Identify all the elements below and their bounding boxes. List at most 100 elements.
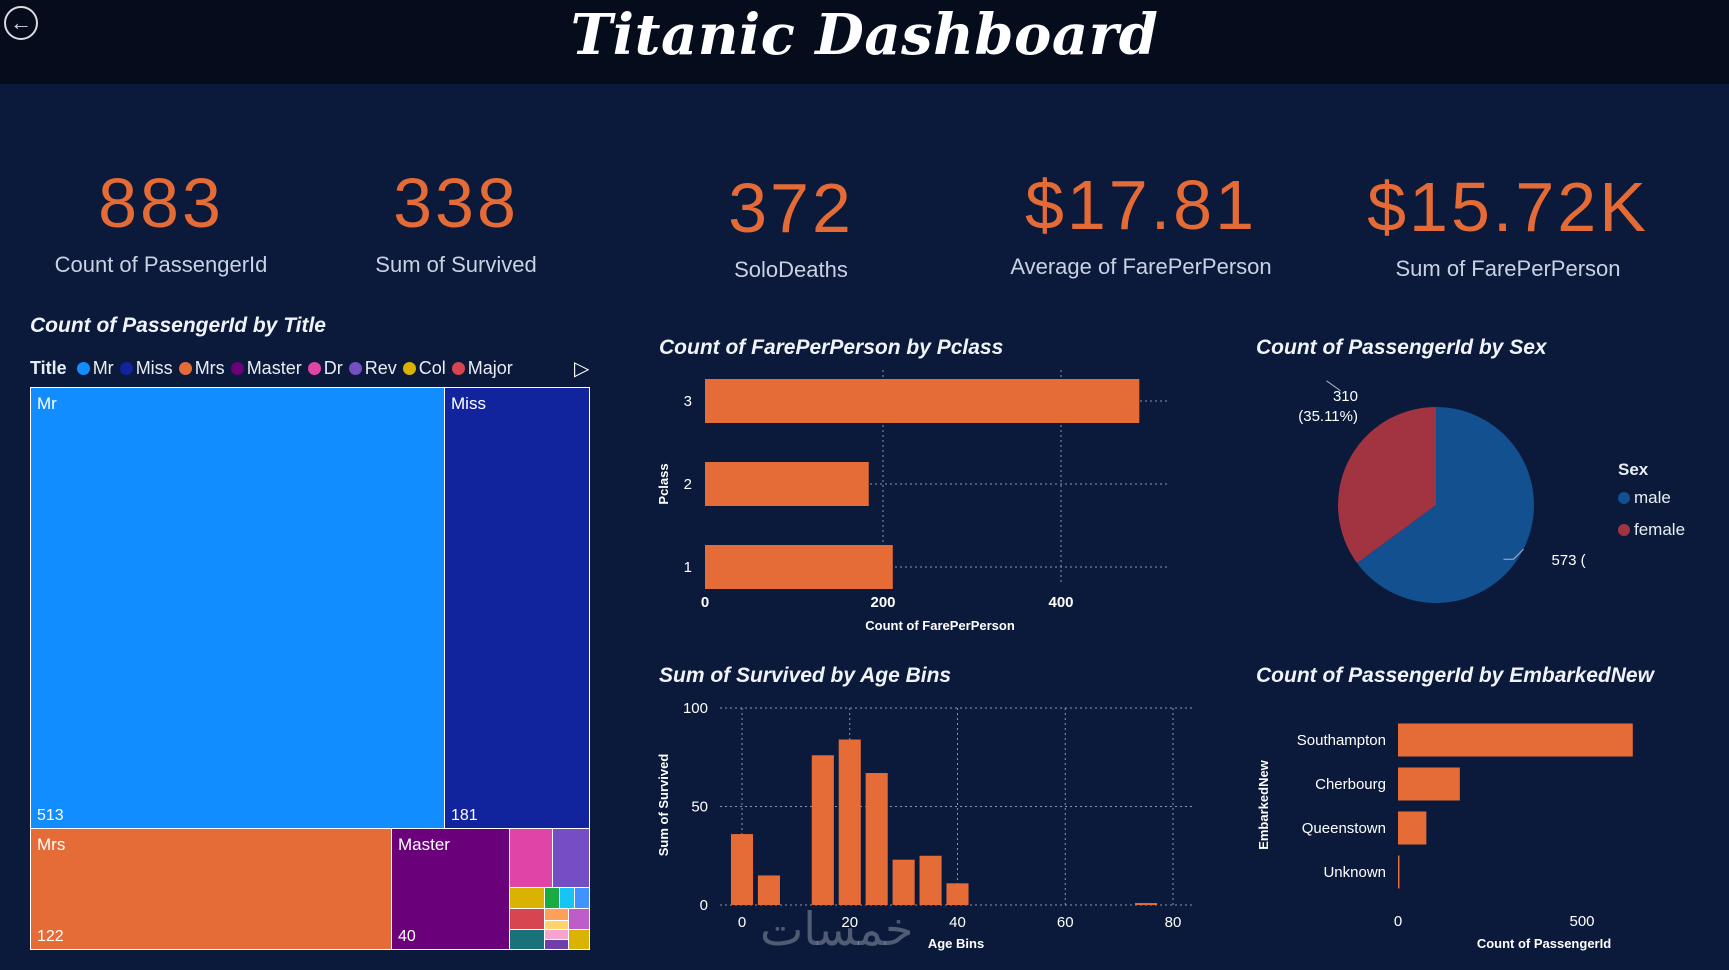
legend-item-master[interactable]: Master [230, 357, 302, 379]
legend-title: Title [30, 357, 67, 378]
legend-label: Master [246, 357, 302, 378]
legend-label: female [1634, 520, 1686, 539]
legend-item-male[interactable]: male [1618, 488, 1685, 508]
pie-slice-female [1338, 407, 1436, 564]
legend-next-arrow-icon[interactable]: ▷ [574, 358, 590, 380]
treemap-tile-small[interactable] [544, 887, 560, 909]
treemap-tile-small[interactable] [544, 939, 569, 950]
embarked-bar [1398, 811, 1427, 845]
treemap-tile-small[interactable] [568, 929, 590, 950]
header-bar [0, 0, 1729, 84]
kpi-card-sum-fare: $15.72K Sum of FarePerPerson [1343, 172, 1673, 282]
kpi-label: Sum of Survived [375, 252, 537, 277]
y-tick-label: 3 [684, 393, 692, 410]
age-bin-bar [892, 859, 915, 905]
pclass-chart-title: Count of FarePerPerson by Pclass [659, 336, 1004, 359]
legend-item-rev[interactable]: Rev [348, 357, 397, 379]
x-tick-label: 40 [949, 914, 966, 931]
kpi-value: $15.72K [1367, 168, 1649, 246]
legend-item-miss[interactable]: Miss [119, 357, 173, 379]
kpi-card-survived: 338 Sum of Survived [291, 168, 621, 278]
treemap-tile-mrs[interactable]: Mrs 122 [30, 828, 392, 950]
sex-chart-title: Count of PassengerId by Sex [1256, 336, 1547, 359]
kpi-value: 883 [98, 164, 224, 242]
tile-label: Mr [37, 394, 57, 413]
x-axis-title: Age Bins [928, 936, 984, 951]
treemap-tile-small[interactable] [568, 908, 590, 930]
treemap-tile-small[interactable] [509, 929, 545, 950]
y-tick-label: 50 [691, 799, 708, 816]
age-bin-bar [919, 855, 942, 905]
x-tick-label: 500 [1569, 913, 1594, 930]
kpi-value: $17.81 [1024, 166, 1258, 244]
kpi-label: SoloDeaths [734, 257, 848, 282]
x-tick-label: 0 [1394, 913, 1402, 930]
legend-label: Miss [135, 357, 173, 378]
legend-dot [119, 361, 133, 375]
legend-dot [76, 361, 90, 375]
tile-value: 40 [398, 928, 416, 945]
treemap-tile-major[interactable] [509, 908, 545, 930]
back-arrow-icon[interactable]: ← [4, 6, 38, 40]
tile-value: 122 [37, 928, 64, 945]
treemap-tile-master[interactable]: Master 40 [391, 828, 510, 950]
x-axis-title: Count of FarePerPerson [865, 618, 1015, 633]
treemap-tile-small[interactable] [574, 887, 590, 909]
kpi-label: Sum of FarePerPerson [1395, 256, 1621, 281]
legend-item-major[interactable]: Major [451, 357, 513, 379]
y-tick-label: 1 [684, 559, 692, 576]
embarked-bar [1398, 723, 1633, 757]
x-tick-label: 80 [1165, 914, 1182, 931]
x-tick-label: 60 [1057, 914, 1074, 931]
age-bin-bar [757, 875, 780, 905]
legend-item-mrs[interactable]: Mrs [178, 357, 225, 379]
pclass-bar [705, 379, 1140, 423]
treemap-legend: Title Mr Miss Mrs Master Dr Rev Col Majo… [30, 355, 519, 381]
age-bin-bar [865, 773, 888, 905]
legend-dot [348, 361, 362, 375]
pclass-bar-chart: 0 200 400 3 2 1 Count of FarePerPerson Pclass [656, 370, 1170, 633]
tile-label: Master [398, 835, 450, 854]
legend-label: male [1634, 488, 1671, 507]
treemap-tile-rev[interactable] [552, 828, 590, 888]
pie-slice-male [1357, 407, 1534, 603]
legend-label: Rev [364, 357, 397, 378]
legend-dot [402, 361, 416, 375]
embarked-chart-title: Count of PassengerId by EmbarkedNew [1256, 664, 1654, 687]
y-tick-label: 100 [683, 700, 708, 717]
y-tick-label: Queenstown [1302, 820, 1386, 837]
x-tick-label: 400 [1048, 594, 1073, 611]
treemap-tile-miss[interactable]: Miss 181 [444, 387, 590, 829]
dashboard-title: Titanic Dashboard [570, 2, 1159, 68]
kpi-label: Count of PassengerId [54, 252, 268, 277]
kpi-card-solo-deaths: 372 SoloDeaths [626, 173, 956, 283]
kpi-card-average-fare: $17.81 Average of FarePerPerson [976, 170, 1306, 280]
age-bins-bar-chart: 0 50 100 0 20 40 60 80 Age Bins Sum of Survived [656, 700, 1195, 951]
legend-label: Major [467, 357, 513, 378]
x-tick-label: 0 [738, 914, 746, 931]
leader-line [1326, 380, 1341, 392]
pclass-bar [705, 545, 893, 589]
kpi-label: Average of FarePerPerson [1010, 254, 1272, 279]
treemap-tile-col[interactable] [509, 887, 545, 909]
y-axis-title: EmbarkedNew [1256, 759, 1271, 849]
kpi-card-passenger-count: 883 Count of PassengerId [0, 168, 326, 278]
legend-label: Dr [323, 357, 343, 378]
age-bin-bar [1135, 903, 1158, 905]
y-tick-label: 2 [684, 476, 692, 493]
age-bin-bar [838, 739, 861, 905]
legend-item-mr[interactable]: Mr [76, 358, 114, 379]
treemap-tile-small[interactable] [559, 887, 575, 909]
treemap-tile-dr[interactable] [509, 828, 553, 888]
legend-item-col[interactable]: Col [402, 358, 446, 379]
kpi-value: 338 [393, 164, 519, 242]
legend-item-dr[interactable]: Dr [307, 357, 343, 379]
treemap-title: Count of PassengerId by Title [30, 314, 326, 337]
age-bin-bar [811, 755, 834, 905]
kpi-value: 372 [728, 169, 854, 247]
legend-dot [451, 361, 465, 375]
legend-label: Mrs [194, 357, 225, 378]
treemap-tile-mr[interactable]: Mr 513 [30, 387, 445, 829]
legend-dot [307, 361, 321, 375]
legend-item-female[interactable]: female [1618, 520, 1685, 540]
